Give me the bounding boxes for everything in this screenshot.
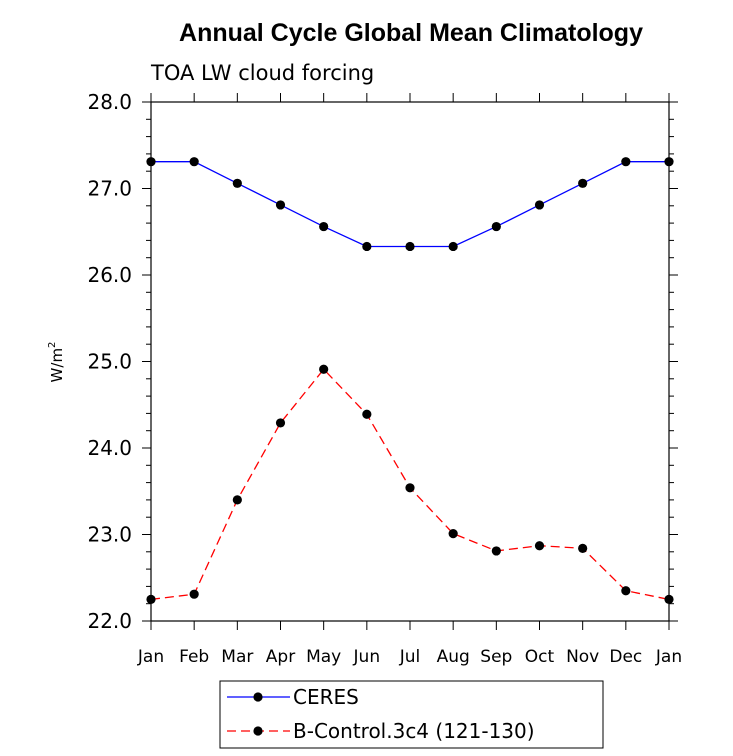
x-tick-label: Jul [399, 647, 421, 667]
legend-marker-model [253, 726, 263, 736]
series-1-point [275, 418, 286, 428]
series-1-point [534, 541, 545, 551]
series-0-point [275, 200, 286, 210]
x-tick-label: Dec [609, 647, 642, 667]
series-1-point [232, 495, 242, 505]
axis-ticks [142, 93, 678, 630]
y-tick-label: 26.0 [87, 263, 132, 287]
x-tick-label: Mar [221, 647, 253, 667]
series-line-0 [151, 161, 669, 248]
svg-text:W/m2: W/m2 [47, 342, 66, 383]
series-1-point [405, 483, 415, 493]
series-layer [146, 157, 674, 604]
series-0-point [362, 241, 372, 252]
series-1-point [664, 594, 674, 604]
x-tick-label: May [306, 647, 341, 667]
chart-title: Annual Cycle Global Mean Climatology [179, 19, 643, 47]
series-0-point [578, 178, 588, 188]
y-tick-label: 27.0 [87, 177, 132, 201]
series-0-point [448, 241, 458, 252]
y-tick-label: 28.0 [87, 90, 132, 114]
legend: CERES B-Control.3c4 (121-130) [219, 680, 604, 749]
series-1-point [448, 529, 458, 539]
series-1-point [319, 364, 329, 374]
y-axis-label-superscript: 2 [47, 342, 58, 348]
chart-subtitle: TOA LW cloud forcing [150, 61, 374, 85]
series-0-point [534, 200, 545, 210]
series-1-point [621, 586, 631, 596]
series-0-point [664, 157, 674, 167]
y-axis-label-text: W/m [48, 348, 66, 383]
legend-box [219, 680, 604, 749]
y-tick-label: 22.0 [87, 609, 132, 633]
legend-label-model: B-Control.3c4 (121-130) [293, 719, 535, 743]
y-tick-label: 24.0 [87, 436, 132, 460]
series-1-point [146, 594, 156, 604]
series-1-point [578, 543, 588, 553]
legend-marker-ceres [253, 692, 263, 702]
series-1-point [189, 589, 199, 599]
x-tick-labels: Jan Feb Mar Apr May Jun Jul Aug Sep Oct Nov Dec Jan [137, 647, 682, 667]
series-0-point [621, 157, 631, 167]
series-0-point [146, 157, 156, 167]
y-axis-label: W/m2 [47, 342, 66, 383]
series-0-point [319, 221, 329, 232]
series-0-point [405, 241, 415, 252]
series-0-point [491, 221, 501, 232]
x-tick-label: Sep [480, 647, 512, 667]
y-tick-labels: 22.0 23.0 24.0 25.0 26.0 27.0 28.0 [87, 90, 132, 633]
x-tick-label: Apr [266, 647, 295, 667]
x-tick-label: Jun [353, 647, 381, 667]
x-tick-label: Aug [437, 647, 470, 667]
x-tick-label: Nov [566, 647, 599, 667]
x-tick-label: Oct [525, 647, 555, 667]
x-tick-label: Jan [655, 647, 682, 667]
series-1-point [491, 546, 501, 556]
series-1-point [362, 409, 372, 419]
y-tick-label: 25.0 [87, 350, 132, 374]
x-tick-label: Jan [137, 647, 164, 667]
series-0-point [232, 178, 242, 188]
legend-label-ceres: CERES [293, 685, 359, 709]
y-tick-label: 23.0 [87, 523, 132, 547]
x-tick-label: Feb [179, 647, 209, 667]
plot-frame [150, 101, 670, 622]
series-0-point [189, 157, 199, 167]
